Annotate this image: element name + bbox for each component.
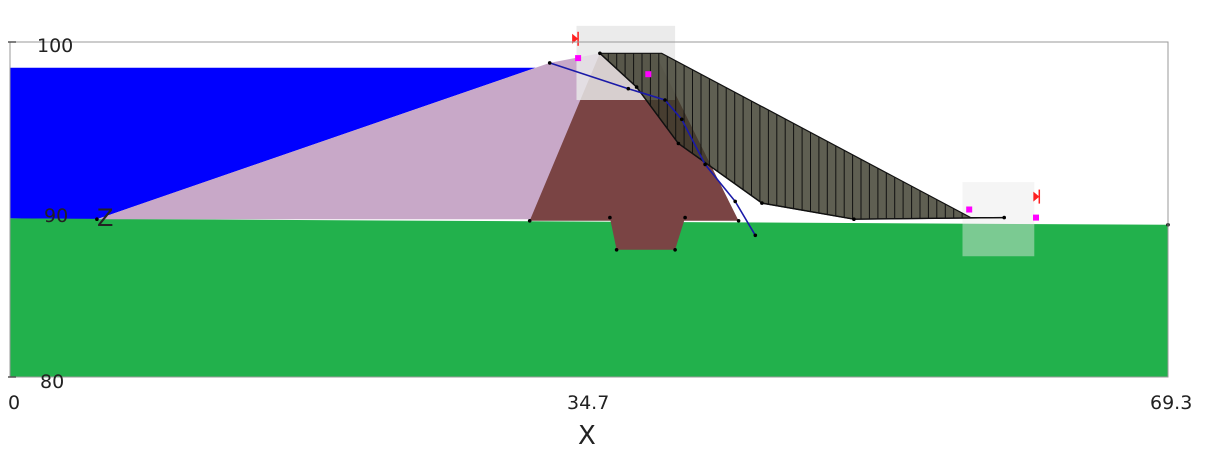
- material-layers: [10, 25, 1170, 377]
- vertex-point: [547, 61, 552, 65]
- vertex-point: [626, 86, 631, 91]
- search-markers: [572, 31, 1041, 221]
- magenta-marker: [1033, 214, 1039, 221]
- vertex-point: [634, 85, 639, 89]
- vertex-point: [683, 215, 687, 220]
- z-axis-label: Z: [97, 204, 113, 232]
- vertex-point: [614, 248, 619, 252]
- vertex-point: [703, 162, 707, 167]
- z-tick-90: 90: [44, 205, 68, 227]
- x-tick-0: 0: [8, 392, 20, 414]
- clay-core: [529, 53, 739, 221]
- plot-frame: [9, 41, 1169, 378]
- vertex-point: [598, 51, 602, 56]
- search-window-lower: [962, 182, 1035, 257]
- z-tick-100: 100: [37, 35, 73, 57]
- red-marker-arrow: [1033, 191, 1040, 202]
- x-tick-69-3: 69.3: [1150, 392, 1192, 414]
- cutoff-trench: [609, 217, 686, 250]
- x-axis-label: X: [578, 421, 596, 449]
- slip-surface: [599, 52, 1005, 220]
- vertex-point: [1002, 215, 1006, 220]
- vertex-point: [663, 98, 667, 102]
- vertex-points: [95, 51, 1170, 252]
- vertex-point: [608, 215, 612, 220]
- foundation-soil: [10, 218, 1168, 377]
- vertex-point: [753, 233, 758, 238]
- vertex-point: [676, 141, 681, 146]
- vertex-point: [673, 248, 677, 252]
- magenta-marker: [966, 206, 973, 213]
- upstream-shell: [96, 53, 600, 220]
- vertex-point: [95, 217, 99, 221]
- vertex-point: [527, 219, 532, 223]
- z-tick-80: 80: [40, 371, 64, 393]
- vertex-point: [760, 201, 764, 205]
- x-tick-34-7: 34.7: [567, 392, 609, 414]
- magenta-marker: [645, 71, 652, 78]
- z-axis-ticks: [8, 41, 16, 378]
- vertex-point: [733, 199, 737, 204]
- vertex-point: [736, 219, 741, 223]
- slip-slices: [607, 53, 963, 220]
- reservoir-water: [10, 67, 536, 220]
- vertex-point: [679, 117, 684, 122]
- magenta-marker: [575, 55, 582, 62]
- vertex-point: [852, 217, 856, 221]
- red-marker-arrow: [572, 33, 579, 44]
